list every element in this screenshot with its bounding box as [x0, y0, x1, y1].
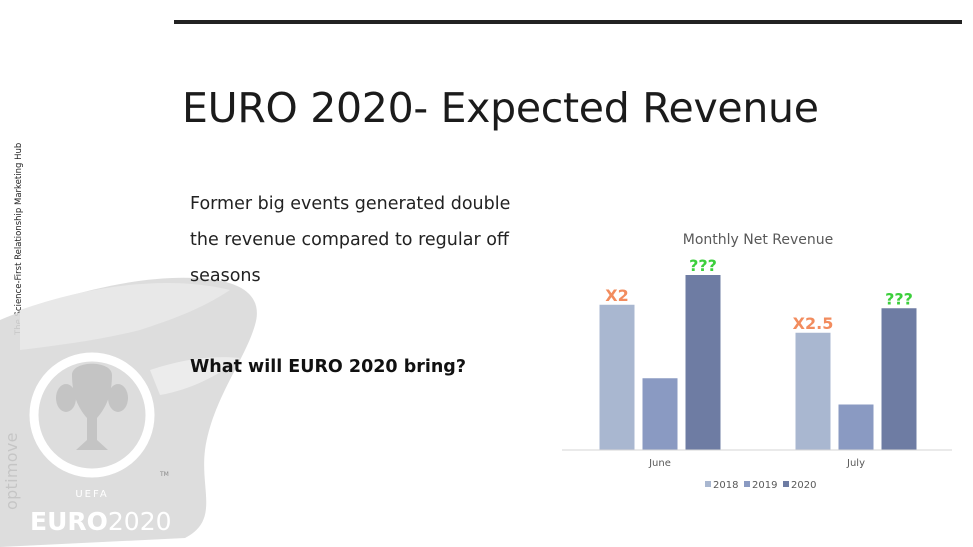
legend-label-2018: 2018	[713, 480, 738, 491]
annotation-june-2018: X2	[605, 286, 628, 305]
brush-stroke-light	[20, 282, 230, 350]
category-label-june: June	[648, 458, 671, 469]
category-label-july: July	[846, 458, 865, 469]
chart-bars	[599, 275, 917, 450]
slide-title: EURO 2020- Expected Revenue	[182, 84, 819, 132]
bar-june-2020	[685, 275, 721, 450]
bar-june-2019	[642, 378, 678, 450]
legend-swatch-2019	[744, 481, 750, 487]
legend-swatch-2020	[783, 481, 789, 487]
brush-stroke-streak	[150, 357, 240, 395]
top-divider	[174, 20, 962, 24]
legend-label-2019: 2019	[752, 480, 777, 491]
brush-stroke	[0, 277, 257, 547]
legend-label-2020: 2020	[791, 480, 816, 491]
bar-july-2020	[881, 308, 917, 450]
question-text: What will EURO 2020 bring?	[190, 357, 466, 377]
euro-year-label: 2020	[108, 507, 172, 536]
chart-legend: 2018 2019 2020	[705, 480, 816, 491]
tm-mark: TM	[159, 471, 169, 478]
svg-text:EURO2020: EURO2020	[30, 507, 172, 536]
annotation-july-2020: ???	[885, 289, 913, 308]
chart-annotations: X2??? X2.5???	[605, 256, 913, 333]
uefa-label: UEFA	[75, 489, 108, 500]
trophy-ring	[29, 352, 155, 478]
bar-july-2018	[795, 332, 831, 450]
annotation-june-2020: ???	[689, 256, 717, 275]
body-paragraph: Former big events generated double the r…	[190, 194, 511, 286]
trophy-icon	[56, 363, 128, 450]
euro2020-brush-art: UEFA TM EURO2020	[0, 277, 257, 547]
bar-june-2018	[599, 304, 635, 450]
chart-title: Monthly Net Revenue	[683, 232, 834, 248]
category-labels: June July	[648, 458, 865, 469]
annotation-july-2018: X2.5	[793, 314, 834, 333]
bar-july-2019	[838, 404, 874, 450]
euro-label: EURO	[30, 507, 108, 536]
revenue-chart: Monthly Net Revenue X2??? X2.5??? June Jul…	[562, 232, 952, 491]
legend-swatch-2018	[705, 481, 711, 487]
